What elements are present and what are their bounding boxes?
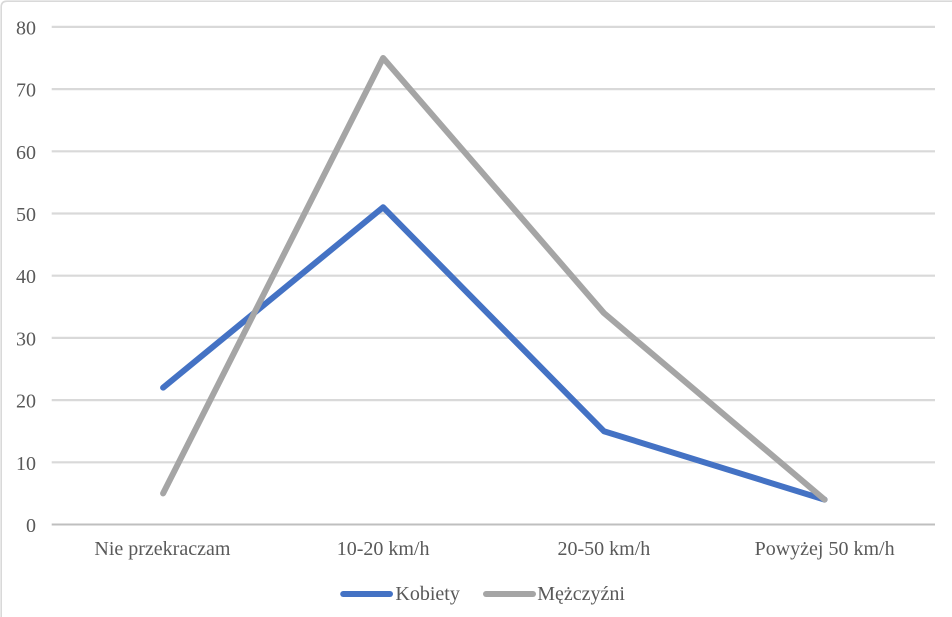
svg-text:70: 70: [16, 80, 36, 102]
svg-text:10: 10: [16, 453, 36, 475]
svg-text:20-50 km/h: 20-50 km/h: [558, 538, 651, 560]
svg-text:40: 40: [16, 266, 36, 288]
svg-text:30: 30: [16, 328, 36, 350]
svg-text:20: 20: [16, 391, 36, 413]
svg-text:50: 50: [16, 204, 36, 226]
svg-text:60: 60: [16, 142, 36, 164]
svg-text:80: 80: [16, 17, 36, 39]
svg-text:Mężczyźni: Mężczyźni: [537, 583, 625, 605]
svg-text:Powyżej 50 km/h: Powyżej 50 km/h: [755, 538, 895, 560]
svg-text:Kobiety: Kobiety: [395, 583, 459, 605]
svg-text:0: 0: [26, 515, 36, 537]
svg-text:Nie przekraczam: Nie przekraczam: [94, 538, 230, 560]
svg-text:10-20 km/h: 10-20 km/h: [337, 538, 430, 560]
